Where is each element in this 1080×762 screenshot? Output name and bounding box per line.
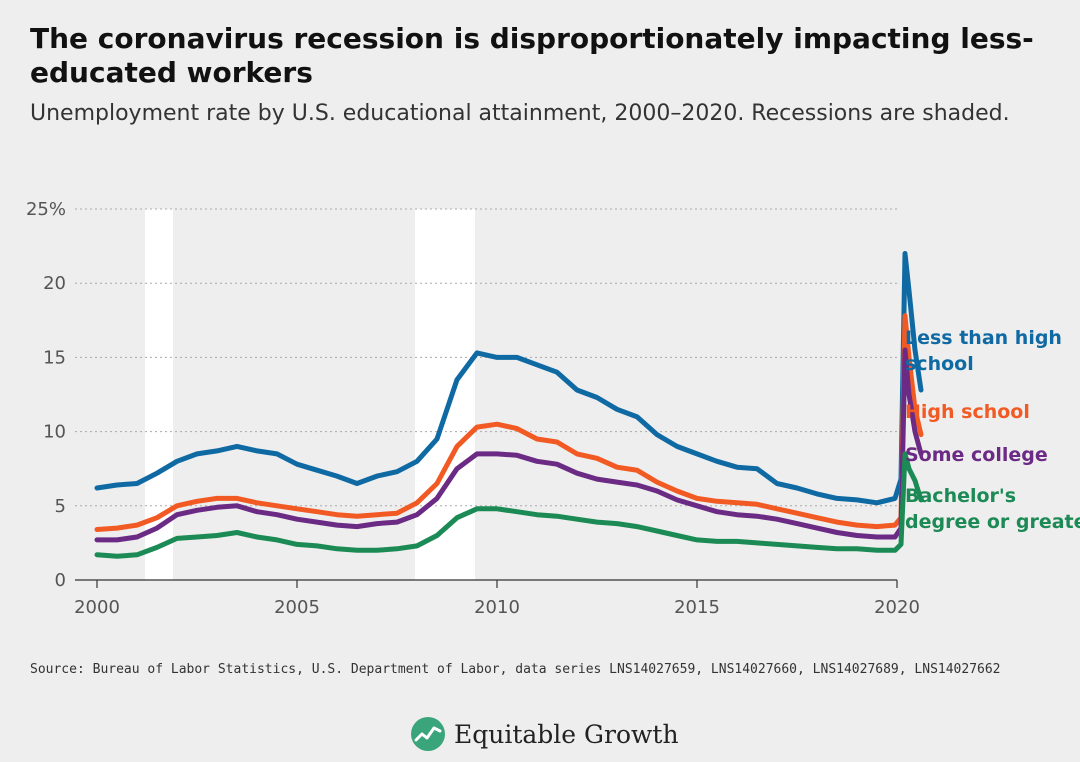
- chart-title: The coronavirus recession is disproporti…: [30, 22, 1034, 89]
- y-tick-label: 0: [55, 570, 66, 591]
- series-lines: [94, 251, 924, 559]
- y-tick-label: 20: [43, 273, 66, 294]
- x-tick-label: 2005: [274, 597, 320, 618]
- series-label-3: Bachelor's degree or greater: [905, 485, 1080, 533]
- series-line-0: [94, 251, 924, 506]
- y-tick-label: 25%: [26, 199, 66, 220]
- line-chart: 0 5 10 15 20 25% 2000 2005 2010 2015 2020 Less tha…: [26, 199, 1080, 618]
- series-line-2: [94, 347, 924, 543]
- series-label-2: Some college: [905, 444, 1048, 466]
- y-tick-label: 10: [43, 422, 66, 443]
- y-tick-label: 15: [43, 347, 66, 368]
- axes: 0 5 10 15 20 25% 2000 2005 2010 2015 2020: [26, 199, 920, 618]
- x-tick-label: 2020: [874, 597, 920, 618]
- y-tick-label: 5: [55, 496, 66, 517]
- series-label-1: High school: [905, 401, 1030, 423]
- recession-shading: [145, 209, 475, 580]
- series-line-1: [94, 313, 924, 532]
- x-tick-label: 2015: [674, 597, 720, 618]
- source-note: Source: Bureau of Labor Statistics, U.S.…: [30, 662, 1001, 677]
- growth-chart-icon: [411, 717, 445, 751]
- x-tick-label: 2000: [74, 597, 120, 618]
- brand-name: Equitable Growth: [454, 719, 679, 749]
- series-label-0: Less than high school: [905, 327, 1062, 375]
- x-tick-label: 2010: [474, 597, 520, 618]
- chart-subtitle: Unemployment rate by U.S. educational at…: [30, 101, 1010, 126]
- series-line-3: [94, 451, 924, 559]
- brand-logo[interactable]: Equitable Growth: [410, 714, 679, 754]
- recession-band-1: [415, 209, 475, 580]
- series-labels: Less than high school High school Some coll…: [905, 327, 1080, 533]
